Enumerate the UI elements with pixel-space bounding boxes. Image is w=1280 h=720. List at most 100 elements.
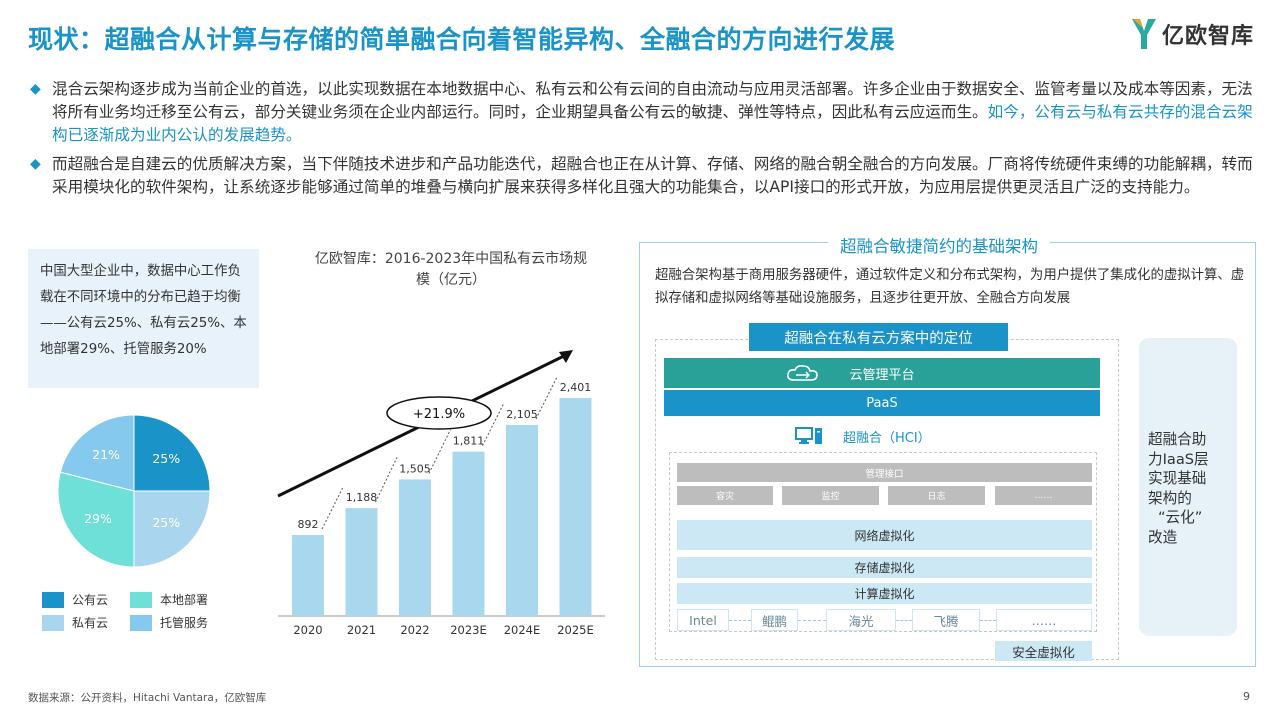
workload-note: 中国大型企业中，数据中心工作负载在不同环境中的分布已趋于均衡——公有云25%、私… (28, 249, 259, 388)
legend-item: 私有云 (42, 614, 130, 631)
x-tick-label: 2023E (450, 623, 487, 637)
module-disaster-recovery: 容灾 (677, 486, 773, 505)
trend-dash (428, 429, 451, 474)
chip-intel: Intel (677, 609, 729, 631)
trend-dash (535, 375, 558, 420)
pie-slice (133, 490, 211, 568)
logo-icon (1131, 19, 1156, 49)
legend-item: 公有云 (42, 591, 130, 608)
bar-svg: 892 2020 1,188 2021 1,505 2022 1,811 2023E 2,105… (277, 350, 605, 637)
legend-swatch (42, 591, 64, 608)
bar (452, 451, 485, 616)
x-tick-label: 2020 (293, 623, 322, 637)
architecture-description: 超融合架构基于商用服务器硬件，通过软件定义和分布式架构，为用户提供了集成化的虚拟… (655, 268, 1245, 306)
x-tick-label: 2022 (400, 623, 429, 637)
growth-badge (386, 396, 492, 430)
legend-label: 托管服务 (160, 616, 209, 630)
pie-svg: 25% 25% 29% 21% (57, 414, 211, 568)
architecture-title: 超融合敏捷简约的基础架构 (828, 233, 1050, 257)
side-line: 改造 (1148, 528, 1178, 546)
pie-slice (133, 414, 211, 492)
legend-label: 本地部署 (160, 593, 209, 607)
chip-connector (729, 620, 751, 621)
cloud-icon (787, 365, 818, 381)
side-line: “云化” (1158, 509, 1203, 526)
hci-header: 超融合（HCI） (795, 426, 931, 446)
growth-arrowhead (559, 350, 573, 363)
chip-connector (798, 620, 826, 621)
legend-item: 本地部署 (130, 591, 240, 608)
pie-slice (59, 414, 135, 492)
chip-kunpeng: 鲲鹏 (751, 609, 798, 631)
bar (559, 398, 592, 616)
bullet-item: 而超融合是自建云的优质解决方案，当下伴随技术进步和产品功能迭代，超融合也正在从计… (30, 153, 1255, 199)
logo: 亿欧智库 (1128, 16, 1254, 52)
module-more: …… (995, 486, 1092, 505)
legend-swatch (130, 614, 152, 631)
growth-rate-label: +21.9% (413, 407, 465, 422)
chip-connector (980, 620, 996, 621)
data-source: 数据来源：公开资料，Hitachi Vantara，亿欧智库 (28, 692, 267, 704)
pie-legend: 公有云 本地部署私有云 托管服务 (42, 591, 242, 631)
bar-value-label: 892 (298, 518, 319, 531)
paas-layer: PaaS (664, 390, 1100, 416)
positioning-label: 超融合在私有云方案中的定位 (749, 323, 1008, 351)
bar-chart-title: 亿欧智库：2016-2023年中国私有云市场规模（亿元） (314, 251, 588, 288)
bullet-item: 混合云架构逐步成为当前企业的首选，以此实现数据在本地数据中心、私有云和公有云间的… (30, 78, 1255, 147)
security-virtualization: 安全虚拟化 (995, 641, 1092, 661)
chip-phytium: 飞腾 (912, 609, 980, 631)
chip-more: …… (996, 609, 1092, 631)
legend-swatch (42, 614, 64, 631)
side-line: 实现基础 (1148, 470, 1207, 487)
bar-value-label: 2,401 (560, 381, 592, 394)
legend-label: 私有云 (72, 616, 109, 630)
side-callout-text: 超融合助 力IaaS层 实现基础 架构的 “云化” 改造 (1148, 430, 1228, 547)
bar-value-label: 1,505 (399, 462, 431, 475)
bar (506, 424, 538, 616)
bar (345, 508, 378, 616)
module-monitoring: 监控 (782, 486, 879, 505)
hci-frame (669, 452, 1097, 632)
page-title: 现状：超融合从计算与存储的简单融合向着智能异构、全融合的方向进行发展 (28, 25, 896, 54)
legend-label: 公有云 (72, 593, 109, 607)
server-icon (795, 427, 822, 444)
x-tick-label: 2025E (557, 623, 594, 637)
page-number: 9 (1243, 690, 1250, 703)
workload-pie-chart: 25% 25% 29% 21% (56, 413, 212, 569)
pie-value-label: 21% (92, 447, 120, 462)
pie-slice (57, 471, 135, 568)
side-callout (1139, 338, 1237, 636)
cloud-platform-layer: 云管理平台 (664, 358, 1100, 388)
bar-value-label: 1,811 (453, 435, 485, 448)
x-tick-label: 2024E (504, 623, 541, 637)
chip-connector (896, 620, 912, 621)
trend-dash (375, 457, 398, 503)
hci-label: 超融合（HCI） (843, 430, 931, 446)
pie-value-label: 25% (152, 515, 180, 530)
pie-value-label: 25% (152, 451, 180, 466)
bar-value-label: 1,188 (346, 491, 378, 504)
bullet-list: 混合云架构逐步成为当前企业的首选，以此实现数据在本地数据中心、私有云和公有云间的… (30, 78, 1255, 205)
side-line: 超融合助 (1148, 431, 1207, 448)
cloud-platform-label: 云管理平台 (849, 367, 915, 383)
logo-text: 亿欧智库 (1161, 24, 1254, 49)
module-logging: 日志 (888, 486, 985, 505)
trend-dash (321, 485, 344, 530)
management-interface: 管理接口 (677, 463, 1092, 482)
pie-value-label: 29% (84, 511, 112, 526)
market-size-bar-chart: 892 2020 1,188 2021 1,505 2022 1,811 2023E 2,105… (270, 336, 610, 642)
network-virtualization: 网络虚拟化 (677, 520, 1092, 550)
bullet-text: 混合云架构逐步成为当前企业的首选，以此实现数据在本地数据中心、私有云和公有云间的… (52, 80, 1253, 121)
legend-swatch (130, 591, 152, 608)
side-line: 力IaaS层 (1148, 450, 1209, 468)
bar-value-label: 2,105 (506, 408, 538, 421)
bar (292, 535, 324, 616)
compute-virtualization: 计算虚拟化 (677, 583, 1092, 604)
chip-hygon: 海光 (826, 609, 896, 631)
side-line: 架构的 (1148, 489, 1192, 507)
storage-virtualization: 存储虚拟化 (677, 557, 1092, 578)
bullet-text: 而超融合是自建云的优质解决方案，当下伴随技术进步和产品功能迭代，超融合也正在从计… (52, 155, 1253, 196)
bar (399, 479, 431, 616)
legend-item: 托管服务 (130, 614, 240, 631)
bullet-highlight: 如今，公有云与私有云共存的混合云架构已逐渐成为业内公认的发展趋势。 (52, 103, 1253, 144)
